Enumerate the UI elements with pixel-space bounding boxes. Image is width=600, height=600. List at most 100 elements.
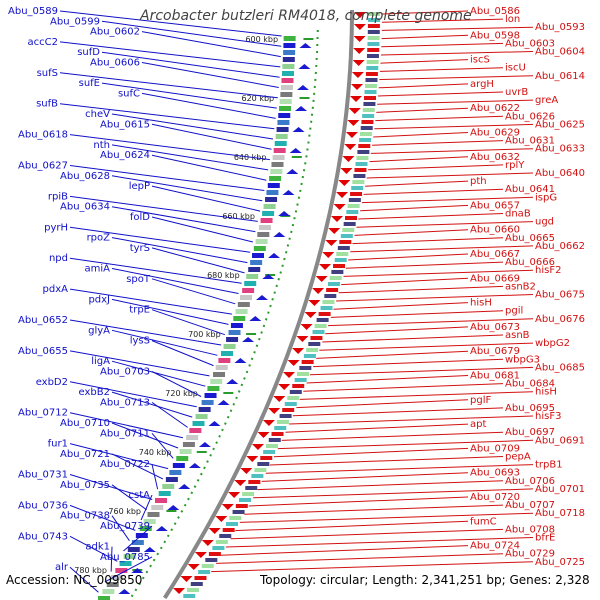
gene-feature-block bbox=[339, 240, 352, 244]
gene-feature-block bbox=[303, 354, 316, 358]
gene-leader-line-left bbox=[69, 134, 270, 161]
gene-label-left: Abu_0703 bbox=[100, 367, 150, 378]
gene-leader-line-right bbox=[316, 350, 469, 359]
gene-leader-line-left bbox=[151, 154, 267, 181]
gene-leader-line-right bbox=[352, 237, 504, 245]
gene-leader-line-left bbox=[151, 216, 253, 243]
gene-feature-block bbox=[172, 463, 185, 468]
gene-feature-block bbox=[282, 57, 295, 62]
gene-leader-line-right bbox=[381, 26, 534, 31]
gene-label-right: Abu_0697 bbox=[505, 427, 555, 438]
gene-label-right: apt bbox=[470, 419, 486, 430]
gene-arrow bbox=[278, 211, 291, 216]
gene-arrow bbox=[167, 505, 180, 510]
gene-feature-block bbox=[239, 498, 252, 502]
gene-label-right: ugd bbox=[535, 217, 554, 228]
gene-arrow bbox=[180, 576, 193, 582]
gene-arrow bbox=[268, 253, 281, 258]
gene-leader-line-left bbox=[111, 237, 248, 264]
gene-label-left: accC2 bbox=[28, 37, 58, 48]
gene-feature-block bbox=[316, 318, 329, 322]
gene-label-left: Abu_0712 bbox=[18, 408, 68, 419]
gene-label-right: hisH bbox=[535, 387, 557, 398]
gene-label-right: Abu_0707 bbox=[505, 500, 555, 511]
gene-arrow bbox=[208, 528, 221, 534]
gene-label-left: cstA bbox=[129, 490, 151, 501]
gene-leader-line-right bbox=[313, 358, 504, 368]
kbp-tick-label: 720 kbp bbox=[165, 389, 198, 398]
gene-feature-block bbox=[272, 155, 285, 160]
gene-arrow bbox=[246, 456, 259, 462]
gene-feature-block bbox=[337, 246, 350, 250]
gene-feature-block bbox=[275, 134, 288, 139]
gene-feature-block bbox=[280, 85, 293, 90]
gene-leader-line-left bbox=[101, 20, 282, 47]
gene-feature-block bbox=[97, 596, 110, 600]
gene-arrow bbox=[143, 547, 156, 552]
gene-feature-block bbox=[360, 126, 373, 130]
gene-leader-line-left bbox=[69, 381, 197, 408]
gene-feature-block bbox=[348, 198, 361, 202]
gene-arrow bbox=[221, 504, 234, 510]
gene-feature-block bbox=[127, 547, 140, 552]
gene-label-right: Abu_0641 bbox=[505, 184, 555, 195]
gene-arrow bbox=[249, 316, 262, 321]
gene-leader-line-right bbox=[372, 140, 504, 146]
gene-label-right: Abu_0708 bbox=[505, 524, 555, 535]
gene-feature-block bbox=[279, 414, 292, 418]
gene-feature-block bbox=[283, 43, 296, 48]
gene-arrow bbox=[295, 106, 308, 111]
gene-feature-block bbox=[279, 106, 292, 111]
gene-feature-block bbox=[182, 442, 195, 447]
gene-leader-line-right bbox=[261, 472, 469, 482]
gene-label-left: sufD bbox=[77, 47, 100, 58]
gene-label-right: Abu_0693 bbox=[470, 468, 520, 479]
gene-label-right: Abu_0622 bbox=[470, 103, 520, 114]
gene-feature-block bbox=[215, 365, 228, 370]
gene-feature-block bbox=[289, 390, 302, 394]
gene-feature-block bbox=[287, 396, 300, 400]
gene-feature-block bbox=[205, 558, 218, 562]
gene-label-right: Abu_0718 bbox=[535, 508, 585, 519]
gene-feature-block bbox=[263, 450, 276, 454]
gene-feature-block bbox=[228, 330, 241, 335]
gene-leader-line-left bbox=[111, 175, 263, 202]
gene-leader-line-left bbox=[69, 412, 184, 439]
gene-feature-block bbox=[252, 253, 265, 258]
gene-feature-block bbox=[183, 594, 196, 598]
gene-feature-block bbox=[273, 148, 286, 153]
gene-arrow bbox=[304, 312, 317, 318]
gene-arrow bbox=[315, 276, 328, 282]
gene-label-right: Abu_0669 bbox=[470, 273, 520, 284]
gene-leader-line-right bbox=[336, 294, 534, 302]
gene-feature-block bbox=[282, 408, 295, 412]
gene-feature-block bbox=[366, 66, 379, 70]
gene-arrow bbox=[287, 360, 300, 366]
gene-label-left: Abu_0711 bbox=[100, 428, 150, 439]
gene-label-right: Abu_0685 bbox=[535, 362, 585, 373]
gene-arrow bbox=[201, 540, 214, 546]
gene-label-left: lysS bbox=[130, 336, 150, 347]
gene-leader-line-right bbox=[356, 221, 534, 228]
gene-leader-line-right bbox=[377, 91, 504, 97]
gene-feature-block bbox=[226, 522, 239, 526]
gene-leader-line-right bbox=[277, 439, 534, 450]
gene-feature-block bbox=[212, 546, 225, 550]
gene-leader-line-right bbox=[244, 504, 504, 515]
gene-feature-block bbox=[324, 294, 337, 298]
gene-feature-block bbox=[257, 232, 270, 237]
kbp-tick-label: 660 kbp bbox=[222, 212, 255, 221]
kbp-tick-label: 620 kbp bbox=[242, 94, 275, 103]
gene-leader-line-left bbox=[69, 535, 118, 562]
gene-feature-block bbox=[271, 162, 284, 167]
gene-label-right: Abu_0662 bbox=[535, 241, 585, 252]
gene-feature-block bbox=[351, 186, 364, 190]
gene-leader-line-left bbox=[111, 113, 274, 140]
gene-leader-line-left bbox=[59, 41, 281, 68]
gene-label-left: folD bbox=[130, 212, 150, 223]
gene-arrow bbox=[240, 468, 253, 474]
gene-feature-block bbox=[215, 540, 228, 544]
gene-feature-block bbox=[233, 316, 246, 321]
gene-label-right: fumC bbox=[470, 516, 497, 527]
gene-arrow bbox=[347, 120, 360, 126]
